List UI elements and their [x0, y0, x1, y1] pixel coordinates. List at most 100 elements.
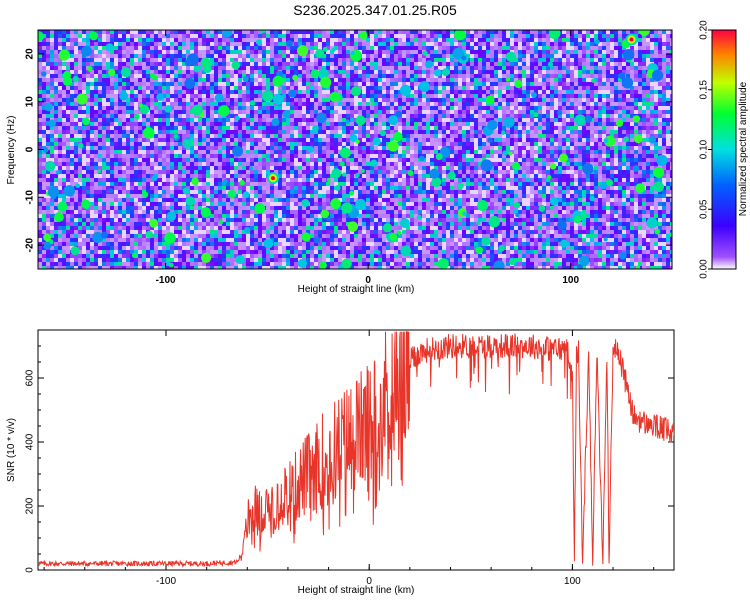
spectrogram-cell [290, 126, 294, 130]
spectrogram-cell [66, 154, 70, 158]
spectrogram-cell [430, 146, 434, 150]
spectrogram-cell [518, 70, 522, 74]
spectrogram-cell [230, 154, 234, 158]
spectrogram-cell [254, 126, 258, 130]
spectrogram-cell [326, 86, 330, 90]
spectrogram-cell [342, 74, 346, 78]
spectrogram-cell [142, 58, 146, 62]
spectrogram-cell [118, 98, 122, 102]
spectrogram-cell [90, 138, 94, 142]
spectrogram-cell [550, 74, 554, 78]
spectrogram-cell [570, 30, 574, 34]
spectrogram-cell [62, 118, 66, 122]
spectrogram-cell [618, 142, 622, 146]
spectrogram-cell [310, 54, 314, 58]
spectrogram-cell [574, 58, 578, 62]
spectrogram-cell [406, 150, 410, 154]
spectrogram-cell [414, 46, 418, 50]
spectrogram-cell [410, 82, 414, 86]
spectrogram-cell [666, 146, 670, 150]
spectrogram-cell [606, 118, 610, 122]
spectrogram-cell [482, 134, 486, 138]
spectrogram-cell [306, 30, 310, 34]
spectrogram-cell [282, 154, 286, 158]
spectrogram-cell [470, 130, 474, 134]
spectrogram-cell [346, 126, 350, 130]
spectrogram-cell [134, 62, 138, 66]
spectrogram-cell [534, 122, 538, 126]
spectrogram-cell [626, 114, 630, 118]
spectrogram-cell [574, 30, 578, 34]
spectrogram-cell [38, 134, 42, 138]
spectrogram-cell [82, 150, 86, 154]
spectrogram-cell [578, 102, 582, 106]
spectrogram-cell [146, 154, 150, 158]
spectrogram-cell [38, 94, 42, 98]
spectrogram-cell [210, 42, 214, 46]
spectrogram-cell [362, 98, 366, 102]
spectrogram-cell [130, 110, 134, 114]
spectrogram-cell [62, 106, 66, 110]
spectrogram-cell [418, 30, 422, 34]
spectrogram-cell [294, 86, 298, 90]
spectrogram-cell [390, 138, 394, 142]
spectrogram-cell [542, 30, 546, 34]
spectrogram-cell [310, 134, 314, 138]
spectrogram-cell [42, 30, 46, 34]
spectrogram-cell [542, 94, 546, 98]
spectrogram-cell [614, 142, 618, 146]
spectrogram-cell [278, 90, 282, 94]
spectrogram-cell [282, 34, 286, 38]
spectrogram-cell [334, 102, 338, 106]
spectrogram-cell [550, 114, 554, 118]
spectrogram-cell [242, 122, 246, 126]
spectrogram-cell [74, 106, 78, 110]
spectrogram-cell [602, 70, 606, 74]
spectrogram-cell [314, 66, 318, 70]
spectrogram-cell [630, 146, 634, 150]
spectrogram-cell [62, 46, 66, 50]
spectrogram-cell [458, 106, 462, 110]
spectrogram-cell [210, 130, 214, 134]
spectrogram-cell [398, 38, 402, 42]
spectrogram-cell [206, 130, 210, 134]
spectrogram-cell [666, 94, 670, 98]
spectrogram-cell [510, 142, 514, 146]
spectrogram-cell [470, 38, 474, 42]
spectrogram-cell [598, 70, 602, 74]
spectrogram-cell [274, 150, 278, 154]
spectrogram-cell [198, 142, 202, 146]
spectrogram-cell [142, 38, 146, 42]
spectrogram-cell [614, 114, 618, 118]
spectrogram-cell [106, 58, 110, 62]
spectrogram-cell [322, 58, 326, 62]
spectrogram-cell [118, 42, 122, 46]
spectrogram-cell [198, 130, 202, 134]
spectrogram-cell [222, 146, 226, 150]
spectrogram-cell [42, 94, 46, 98]
spectrogram-cell [442, 118, 446, 122]
spectrogram-cell [358, 46, 362, 50]
spectrogram-cell [82, 62, 86, 66]
spectrogram-cell [654, 126, 658, 130]
spectrogram-cell [230, 130, 234, 134]
spectrogram-cell [258, 58, 262, 62]
spectrogram-cell [322, 134, 326, 138]
spectrogram-cell [54, 74, 58, 78]
spectrogram-cell [578, 94, 582, 98]
spectrogram-cell [282, 106, 286, 110]
spectrogram-cell [514, 90, 518, 94]
spectrogram-cell [274, 62, 278, 66]
spectrogram-cell [258, 46, 262, 50]
spectrogram-cell [654, 42, 658, 46]
spectrogram-cell [290, 106, 294, 110]
spectrogram-cell [498, 74, 502, 78]
spectrogram-cell [238, 34, 242, 38]
spectrogram-cell [42, 154, 46, 158]
spectrogram-cell [314, 102, 318, 106]
spectrogram-cell [74, 98, 78, 102]
spectrogram-cell [474, 86, 478, 90]
spectrogram-cell [470, 134, 474, 138]
spectrogram-cell [606, 126, 610, 130]
spectrogram-cell [518, 94, 522, 98]
